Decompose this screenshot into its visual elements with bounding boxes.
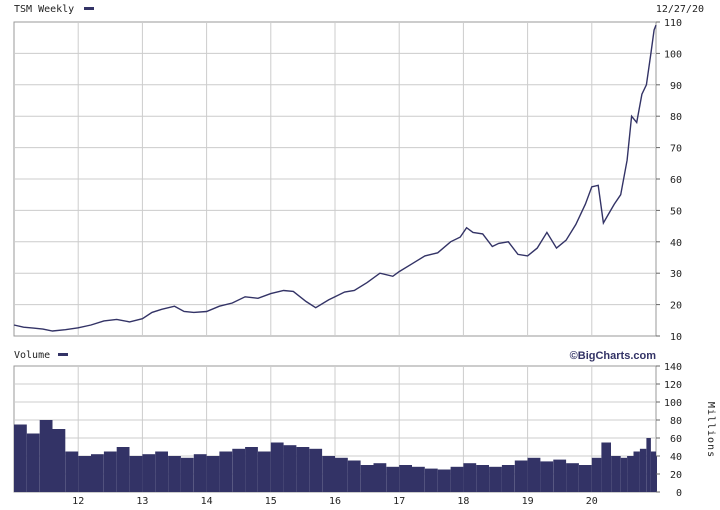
price-y-tick-label: 90 [670,81,682,92]
price-y-tick-label: 30 [670,269,682,280]
volume-bar [129,456,143,492]
x-tick-label: 13 [136,496,148,507]
volume-bar [627,456,634,492]
volume-bar [501,465,515,492]
volume-bar [65,451,79,492]
price-legend-swatch [84,7,94,10]
volume-bar [476,465,489,492]
volume-chart-title: Volume [14,350,50,361]
volume-bar [527,457,541,492]
volume-bar [335,457,348,492]
price-line-layer [13,24,657,332]
price-y-tick-label: 70 [670,144,682,155]
volume-bar [168,456,181,492]
volume-bar [386,466,400,492]
volume-bar [347,460,361,492]
price-y-tick-label: 20 [670,301,682,312]
volume-bar [540,461,554,492]
x-tick-label: 18 [457,496,469,507]
volume-bar [116,447,130,492]
volume-legend-swatch [58,353,68,356]
volume-bar [206,456,220,492]
price-grid [14,22,656,336]
price-y-tick-label: 100 [664,49,682,60]
volume-bar [322,456,335,492]
volume-bar [591,457,602,492]
x-tick-label: 15 [265,496,277,507]
volume-bar [424,468,438,492]
price-y-tick-label: 110 [664,18,682,29]
volume-bar [283,445,297,492]
volume-bar [579,465,592,492]
chart-date: 12/27/20 [656,4,704,15]
volume-unit-label-group: Millions [705,402,716,458]
volume-bar [373,463,387,492]
volume-bar [601,442,611,492]
x-tick-label: 19 [522,496,534,507]
volume-bar [52,429,66,492]
volume-y-tick-label: 140 [664,362,682,373]
price-y-tick-label: 80 [670,112,682,123]
x-tick-label: 14 [201,496,213,507]
price-y-tick-label: 40 [670,238,682,249]
volume-bar [270,442,284,492]
volume-bar [646,438,651,492]
volume-bar [91,454,104,492]
volume-y-tick-label: 100 [664,398,682,409]
price-y-tick-label: 10 [670,332,682,343]
volume-y-tick-label: 40 [670,452,682,463]
volume-bar [489,466,502,492]
year-axis: 12 13 14 15 16 17 18 19 20 [72,496,598,507]
volume-y-tick-label: 80 [670,416,682,427]
volume-y-tick-label: 0 [676,488,682,499]
volume-bar [193,454,207,492]
volume-bar [437,469,451,492]
volume-bar [633,451,640,492]
volume-bar [309,448,323,492]
volume-bar [232,448,246,492]
volume-bar [180,457,194,492]
price-chart-title: TSM Weekly [14,4,74,15]
volume-bar [103,451,117,492]
volume-unit-label: Millions [705,402,716,458]
volume-bar [399,465,412,492]
volume-bar [620,457,628,492]
volume-bar [142,454,156,492]
volume-bar [360,465,374,492]
volume-y-tick-label: 120 [664,380,682,391]
volume-bars-layer [14,420,657,492]
volume-y-tick-label: 60 [670,434,682,445]
volume-bar [78,456,91,492]
price-series-line [13,24,657,332]
price-y-tick-label: 50 [670,206,682,217]
volume-bar [26,433,40,492]
price-y-axis: 10 20 30 40 50 60 70 80 90 100 110 [656,18,682,343]
volume-bar [412,466,425,492]
volume-bar [258,451,271,492]
bigcharts-brand: ©BigCharts.com [570,350,657,362]
volume-y-axis: 0 20 40 60 80 100 120 140 [656,362,682,499]
volume-bar [514,460,528,492]
x-tick-label: 12 [72,496,84,507]
volume-bar [639,448,647,492]
volume-bar [296,447,310,492]
x-tick-label: 16 [329,496,341,507]
x-tick-label: 20 [586,496,598,507]
volume-bar [650,451,656,492]
volume-bar [39,420,53,492]
volume-bar [611,456,621,492]
volume-bar [155,451,168,492]
volume-bar [463,463,477,492]
volume-bar [566,463,579,492]
volume-bar [245,447,258,492]
volume-bar [553,459,567,492]
price-y-tick-label: 60 [670,175,682,186]
volume-bar [450,466,464,492]
volume-bar [14,424,27,492]
volume-bar [219,451,233,492]
volume-y-tick-label: 20 [670,470,682,481]
x-tick-label: 17 [393,496,405,507]
